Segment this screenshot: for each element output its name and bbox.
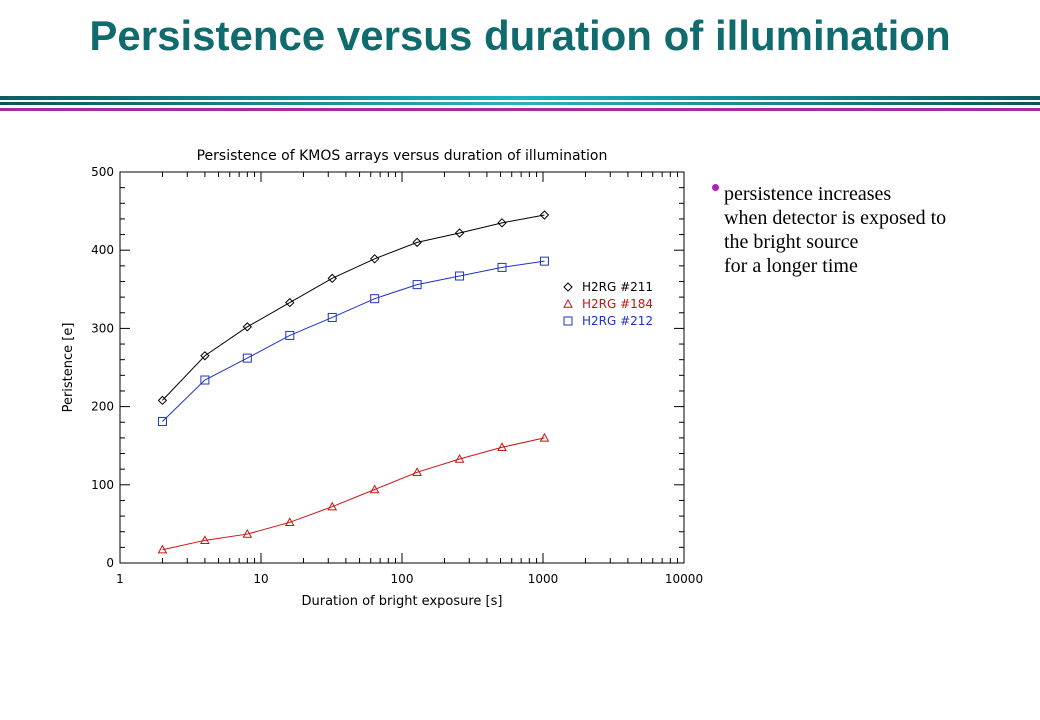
y-tick-label: 300 — [91, 321, 114, 335]
x-tick-label: 10 — [253, 572, 268, 586]
data-point — [370, 294, 380, 304]
chart-title: Persistence of KMOS arrays versus durati… — [197, 148, 608, 164]
legend-label: H2RG #211 — [582, 280, 653, 294]
bullet-text: persistence increases when detector is e… — [724, 182, 1032, 278]
data-point — [327, 273, 337, 284]
data-point — [200, 535, 210, 545]
data-point — [497, 262, 507, 272]
data-point — [369, 484, 380, 494]
x-tick-label: 1000 — [528, 572, 559, 586]
data-point — [200, 375, 210, 385]
bullet-dot-icon — [712, 184, 719, 191]
data-point — [242, 529, 253, 538]
data-point — [455, 271, 465, 281]
data-point — [284, 517, 295, 527]
data-point — [497, 442, 507, 451]
data-point — [242, 322, 253, 332]
bullet-line: when detector is exposed to — [724, 207, 947, 229]
data-point — [157, 395, 168, 406]
legend-marker — [563, 282, 573, 292]
data-point — [157, 544, 168, 554]
series-line — [162, 437, 545, 551]
data-point — [285, 297, 295, 308]
title-underline-rules — [0, 96, 1040, 116]
bullet-line: for a longer time — [724, 255, 858, 277]
data-point — [327, 501, 338, 511]
data-point — [157, 416, 167, 426]
series-line — [162, 214, 545, 401]
data-point — [327, 312, 337, 322]
data-point — [412, 280, 422, 290]
data-point — [369, 254, 380, 264]
slide-title: Persistence versus duration of illuminat… — [89, 12, 951, 59]
data-point — [539, 256, 549, 266]
bullet-line: persistence increases — [724, 183, 892, 205]
legend-marker — [563, 298, 573, 308]
rule-middle — [0, 102, 1040, 105]
data-point — [497, 218, 507, 228]
y-axis-label: Peristence [e] — [61, 323, 76, 413]
x-tick-label: 10000 — [665, 572, 703, 586]
data-point — [539, 210, 550, 220]
persistence-chart: Persistence of KMOS arrays versus durati… — [61, 148, 703, 609]
y-tick-label: 400 — [91, 243, 114, 257]
legend-label: H2RG #212 — [582, 314, 653, 328]
legend-marker — [563, 316, 573, 326]
data-point — [200, 351, 210, 361]
x-tick-label: 1 — [116, 572, 124, 586]
legend-label: H2RG #184 — [582, 297, 653, 311]
series-line — [162, 260, 545, 422]
y-tick-label: 200 — [91, 400, 114, 414]
bullet-line: the bright source — [724, 231, 859, 253]
data-point — [454, 228, 465, 238]
x-tick-label: 100 — [391, 572, 414, 586]
y-tick-label: 500 — [91, 165, 114, 179]
data-point — [412, 467, 422, 476]
y-tick-label: 100 — [91, 478, 114, 492]
rule-bottom — [0, 108, 1040, 111]
rule-top — [0, 96, 1040, 100]
data-point — [285, 330, 295, 340]
data-point — [412, 237, 422, 248]
plot-frame — [119, 171, 685, 564]
bullet-point: persistence increases when detector is e… — [712, 182, 1032, 278]
data-point — [242, 353, 252, 363]
data-point — [539, 432, 550, 442]
data-point — [454, 453, 465, 463]
x-axis-label: Duration of bright exposure [s] — [302, 594, 503, 609]
y-tick-label: 0 — [106, 556, 114, 570]
